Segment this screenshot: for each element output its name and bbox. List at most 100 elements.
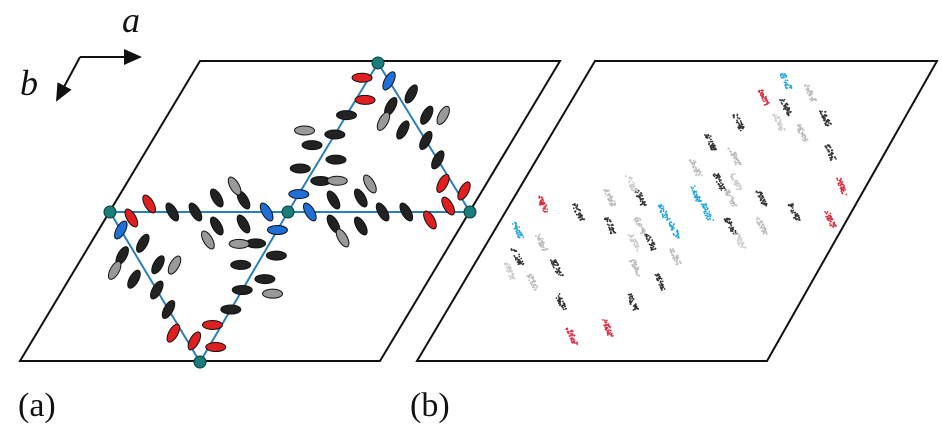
density-point xyxy=(807,87,810,90)
density-point xyxy=(539,237,542,240)
density-point xyxy=(639,219,642,221)
density-point xyxy=(730,199,733,202)
density-point xyxy=(635,263,638,266)
density-point xyxy=(740,240,742,243)
density-point xyxy=(837,182,840,185)
density-point xyxy=(670,221,673,224)
atom xyxy=(423,210,437,230)
density-point xyxy=(705,217,708,220)
density-point xyxy=(520,257,523,260)
density-point xyxy=(672,233,675,235)
density-point xyxy=(634,187,637,190)
density-point xyxy=(735,204,738,207)
density-point xyxy=(738,117,741,120)
density-point xyxy=(819,110,822,113)
density-point xyxy=(733,181,736,184)
density-point xyxy=(567,332,570,335)
density-point xyxy=(675,261,678,263)
density-point xyxy=(639,204,642,206)
density-point xyxy=(698,195,701,198)
density-point xyxy=(522,236,525,239)
density-point xyxy=(558,296,561,299)
density-point xyxy=(760,95,763,97)
density-point xyxy=(761,194,763,197)
density-point xyxy=(842,183,844,186)
zinc-atom xyxy=(281,205,295,219)
density-point xyxy=(637,245,640,248)
density-point xyxy=(788,107,790,110)
density-point xyxy=(516,227,518,230)
density-point xyxy=(647,239,650,242)
density-point xyxy=(765,204,768,207)
density-point xyxy=(736,119,738,122)
density-point xyxy=(732,204,734,207)
atom xyxy=(236,214,251,234)
density-point xyxy=(636,217,639,220)
density-point xyxy=(830,149,833,152)
density-point xyxy=(541,237,544,240)
density-point xyxy=(513,277,516,280)
density-point xyxy=(791,203,794,206)
density-point xyxy=(693,193,695,196)
density-point xyxy=(792,209,795,212)
density-point xyxy=(630,236,632,239)
density-point xyxy=(735,231,738,234)
density-point xyxy=(760,89,763,92)
density-point xyxy=(707,134,710,137)
density-point xyxy=(554,259,557,261)
density-point xyxy=(637,244,640,246)
density-point xyxy=(801,131,804,134)
density-point xyxy=(533,289,536,291)
atom xyxy=(326,190,341,210)
density-point xyxy=(532,286,535,288)
density-point xyxy=(760,202,763,205)
density-point xyxy=(672,255,675,258)
density-point xyxy=(610,232,613,235)
density-point xyxy=(801,135,804,138)
atom xyxy=(325,154,347,165)
density-point xyxy=(755,191,758,193)
density-point xyxy=(675,234,678,237)
density-point xyxy=(733,202,735,205)
density-point xyxy=(669,250,672,252)
density-point xyxy=(771,114,774,117)
density-point xyxy=(784,79,787,82)
atom xyxy=(167,255,182,275)
density-point xyxy=(534,284,537,287)
atom xyxy=(254,274,276,285)
density-point xyxy=(662,286,665,288)
atom xyxy=(441,196,455,216)
density-point xyxy=(826,148,829,151)
density-point xyxy=(631,180,634,183)
density-point xyxy=(814,98,817,100)
density-point xyxy=(672,224,675,226)
density-point xyxy=(601,318,604,321)
density-point xyxy=(718,178,721,181)
density-point xyxy=(611,335,614,337)
atom xyxy=(375,202,390,222)
zinc-atom xyxy=(463,205,477,219)
density-point xyxy=(805,140,807,142)
density-point xyxy=(636,271,638,274)
density-point xyxy=(798,131,800,134)
density-point xyxy=(824,110,826,113)
density-point xyxy=(518,226,521,229)
density-point xyxy=(759,191,762,194)
density-point xyxy=(829,146,832,149)
density-point xyxy=(830,153,833,156)
density-point xyxy=(628,181,630,184)
density-point xyxy=(780,73,782,76)
density-point xyxy=(832,152,834,155)
density-point xyxy=(728,147,730,150)
density-point xyxy=(811,93,814,96)
density-point xyxy=(662,207,664,210)
density-point xyxy=(543,205,546,208)
density-point xyxy=(654,248,656,250)
axis-b-label: b xyxy=(20,63,38,103)
density-point xyxy=(610,226,613,229)
density-point xyxy=(511,223,514,225)
density-point xyxy=(720,182,722,184)
density-point xyxy=(633,238,636,241)
density-point xyxy=(658,277,661,280)
